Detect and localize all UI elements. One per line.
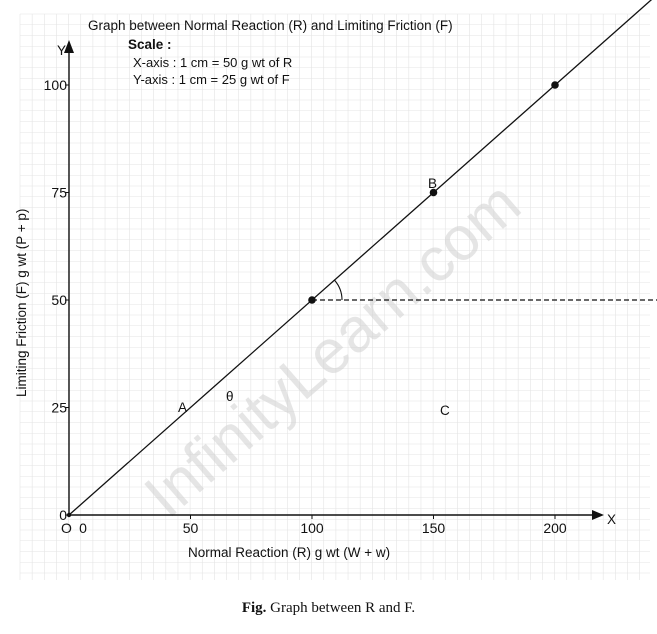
data-point [308, 296, 316, 304]
point-label-c: C [440, 403, 450, 418]
x-tick-label: 0 [79, 520, 87, 536]
x-tick-label: 200 [543, 520, 567, 536]
x-tick-label: 100 [300, 520, 324, 536]
scale-heading: Scale : [128, 37, 172, 52]
x-axis-arrow [592, 510, 604, 520]
y-axis-arrow [64, 40, 74, 53]
scale-x-line: X-axis : 1 cm = 50 g wt of R [133, 55, 292, 70]
angle-label: θ [226, 389, 234, 404]
fit-line [68, 0, 653, 516]
y-tick-label: 50 [51, 292, 67, 308]
y-axis-letter: Y [57, 43, 66, 58]
caption-text: Graph between R and F. [266, 600, 416, 616]
data-point [551, 81, 559, 89]
point-label-b: B [428, 176, 437, 191]
y-tick-label: 75 [51, 185, 67, 201]
caption-prefix: Fig. [241, 600, 267, 616]
x-axis-letter: X [607, 512, 616, 527]
x-tick-label: 150 [422, 520, 446, 536]
data-marks [66, 0, 657, 518]
y-tick-label: 0 [59, 507, 67, 523]
point-label-a: A [178, 400, 187, 415]
origin-label: O [61, 520, 72, 536]
origin-point [66, 512, 72, 518]
y-tick-label: 25 [51, 400, 67, 416]
tick-labels: 0501001502002503003504000255075100125150… [44, 77, 567, 536]
y-tick-label: 100 [44, 77, 68, 93]
scale-y-line: Y-axis : 1 cm = 25 g wt of F [133, 72, 290, 87]
x-tick-label: 50 [183, 520, 199, 536]
y-axis-title: Limiting Friction (F) g wt (P + p) [14, 209, 29, 397]
angle-arc [334, 279, 343, 301]
grid [19, 13, 650, 580]
data-point [429, 188, 438, 197]
axes [64, 40, 604, 520]
x-axis-title: Normal Reaction (R) g wt (W + w) [188, 545, 390, 560]
figure-caption: Fig. Graph between R and F. [0, 600, 657, 617]
chart-title: Graph between Normal Reaction (R) and Li… [88, 18, 453, 33]
